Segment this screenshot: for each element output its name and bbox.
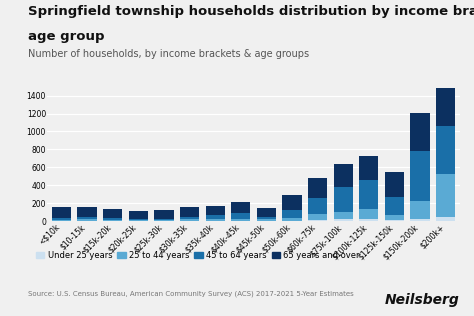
Bar bbox=[359, 219, 378, 221]
Bar bbox=[129, 211, 148, 218]
Bar bbox=[180, 217, 199, 219]
Bar bbox=[155, 210, 173, 218]
Text: Source: U.S. Census Bureau, American Community Survey (ACS) 2017-2021 5-Year Est: Source: U.S. Census Bureau, American Com… bbox=[28, 290, 354, 297]
Bar bbox=[308, 178, 327, 198]
Bar bbox=[52, 220, 71, 221]
Bar bbox=[231, 202, 250, 213]
Bar bbox=[77, 217, 97, 219]
Bar bbox=[180, 219, 199, 221]
Bar bbox=[436, 126, 456, 174]
Bar bbox=[359, 180, 378, 209]
Bar bbox=[410, 151, 430, 201]
Bar bbox=[308, 198, 327, 215]
Bar bbox=[385, 220, 404, 221]
Bar bbox=[103, 218, 122, 220]
Bar bbox=[257, 208, 276, 217]
Bar bbox=[308, 215, 327, 220]
Text: Springfield township households distribution by income bracket and: Springfield township households distribu… bbox=[28, 5, 474, 18]
Text: Number of households, by income brackets & age groups: Number of households, by income brackets… bbox=[28, 49, 310, 59]
Bar bbox=[385, 197, 404, 215]
Bar bbox=[129, 220, 148, 221]
Bar bbox=[308, 220, 327, 221]
Bar bbox=[206, 216, 225, 219]
Bar bbox=[359, 156, 378, 180]
Bar bbox=[283, 218, 301, 221]
Bar bbox=[52, 207, 71, 218]
Bar bbox=[155, 218, 173, 220]
Bar bbox=[283, 195, 301, 210]
Bar bbox=[334, 219, 353, 221]
Bar bbox=[52, 218, 71, 220]
Bar bbox=[103, 220, 122, 221]
Bar bbox=[231, 218, 250, 221]
Text: Neilsberg: Neilsberg bbox=[385, 293, 460, 307]
Bar bbox=[257, 219, 276, 221]
Bar bbox=[410, 201, 430, 218]
Bar bbox=[410, 218, 430, 221]
Bar bbox=[231, 213, 250, 218]
Bar bbox=[103, 209, 122, 218]
Bar bbox=[359, 209, 378, 219]
Bar bbox=[77, 207, 97, 217]
Bar bbox=[334, 187, 353, 212]
Bar bbox=[283, 210, 301, 218]
Bar bbox=[334, 164, 353, 187]
Bar bbox=[257, 217, 276, 219]
Bar bbox=[206, 205, 225, 216]
Bar bbox=[206, 219, 225, 221]
Bar bbox=[436, 88, 456, 126]
Bar bbox=[334, 212, 353, 219]
Bar bbox=[385, 172, 404, 197]
Legend: Under 25 years, 25 to 44 years, 45 to 64 years, 65 years and over: Under 25 years, 25 to 44 years, 45 to 64… bbox=[33, 247, 363, 263]
Bar bbox=[129, 218, 148, 220]
Text: age group: age group bbox=[28, 30, 105, 43]
Bar bbox=[77, 219, 97, 221]
Bar bbox=[436, 217, 456, 221]
Bar bbox=[436, 174, 456, 217]
Bar bbox=[180, 207, 199, 217]
Bar bbox=[410, 113, 430, 151]
Bar bbox=[385, 215, 404, 220]
Bar bbox=[155, 220, 173, 221]
